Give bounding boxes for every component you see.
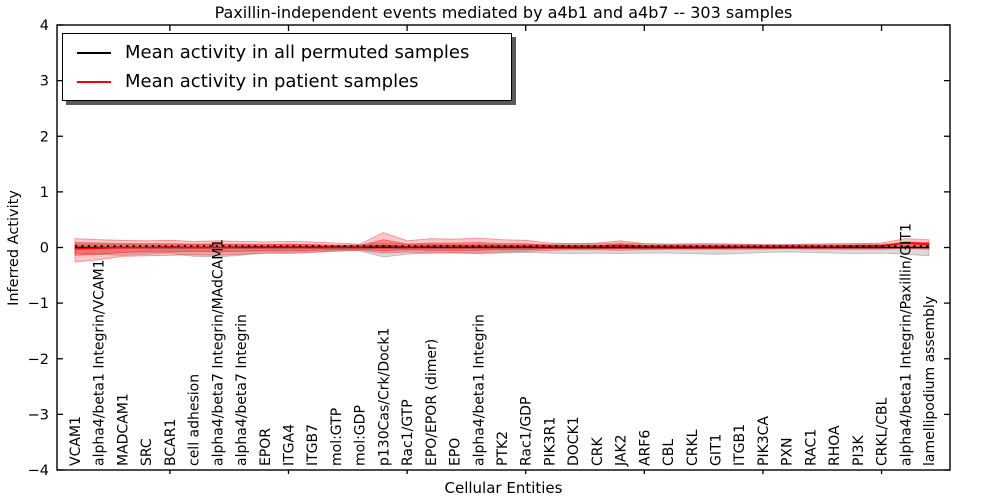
x-tick-label: BCAR1	[163, 419, 179, 466]
x-tick-label: Rac1/GTP	[400, 399, 416, 466]
x-tick-label: CBL	[661, 439, 677, 466]
x-tick-label: ITGB7	[305, 424, 321, 466]
x-tick-label: JAK2	[614, 434, 630, 467]
patient-line-swatch-icon	[77, 80, 111, 83]
y-tick-label: −1	[28, 296, 49, 312]
x-tick-label: CRKL	[685, 429, 701, 466]
permuted-line-swatch-icon	[77, 51, 111, 54]
x-tick-label: ITGB1	[732, 424, 748, 466]
x-tick-label: alpha4/beta1 Integrin	[471, 314, 487, 466]
legend-label-permuted: Mean activity in all permuted samples	[125, 42, 470, 63]
x-tick-label: alpha4/beta7 Integrin	[234, 314, 250, 466]
legend-item-patient: Mean activity in patient samples	[77, 67, 503, 96]
x-tick-label: PI3K	[851, 435, 867, 466]
x-tick-label: GIT1	[709, 434, 725, 466]
y-tick-label: −3	[28, 407, 49, 423]
y-tick-label: 3	[40, 74, 49, 90]
x-tick-label: ARF6	[637, 430, 653, 466]
y-tick-label: 2	[40, 129, 49, 145]
x-tick-label: alpha4/beta1 Integrin/VCAM1	[92, 260, 108, 467]
x-tick-label: PIK3CA	[756, 416, 772, 466]
x-tick-label: SRC	[139, 438, 155, 466]
x-tick-label: DOCK1	[566, 416, 582, 466]
x-tick-label: alpha4/beta7 Integrin/MAdCAM1	[210, 239, 226, 466]
x-tick-label: cell adhesion	[187, 374, 203, 466]
legend-item-permuted: Mean activity in all permuted samples	[77, 38, 503, 67]
legend-label-patient: Mean activity in patient samples	[125, 71, 419, 92]
x-tick-label: PIK3R1	[542, 417, 558, 466]
x-axis-label: Cellular Entities	[444, 479, 563, 497]
y-tick-label: 4	[40, 18, 49, 34]
chart-title: Paxillin-independent events mediated by …	[214, 3, 793, 22]
x-tick-label: mol:GDP	[353, 405, 369, 466]
x-tick-label: Rac1/GDP	[519, 397, 535, 466]
x-tick-label: RAC1	[803, 429, 819, 466]
x-tick-label: CRK	[590, 436, 606, 466]
x-tick-label: VCAM1	[68, 416, 84, 466]
y-tick-label: −2	[28, 352, 49, 368]
x-tick-label: EPOR	[258, 428, 274, 466]
y-tick-label: 0	[40, 241, 49, 257]
x-tick-label: mol:GTP	[329, 408, 345, 466]
x-tick-label: CRKL/CBL	[875, 397, 891, 466]
x-tick-label: p130Cas/Crk/Dock1	[376, 328, 392, 466]
x-tick-label: alpha4/beta1 Integrin/Paxillin/GIT1	[898, 223, 914, 466]
x-tick-label: lamellipodium assembly	[922, 296, 938, 466]
legend: Mean activity in all permuted samples Me…	[62, 33, 512, 101]
x-tick-label: PTK2	[495, 431, 511, 466]
x-tick-label: PXN	[780, 437, 796, 466]
y-tick-label: 1	[40, 185, 49, 201]
y-axis-label: Inferred Activity	[6, 190, 22, 306]
x-tick-label: EPO/EPOR (dimer)	[424, 339, 440, 466]
y-tick-label: −4	[28, 463, 49, 479]
x-tick-label: RHOA	[827, 425, 843, 466]
x-tick-label: ITGA4	[282, 424, 298, 466]
x-tick-label: EPO	[448, 438, 464, 466]
x-tick-label: MADCAM1	[115, 393, 131, 466]
